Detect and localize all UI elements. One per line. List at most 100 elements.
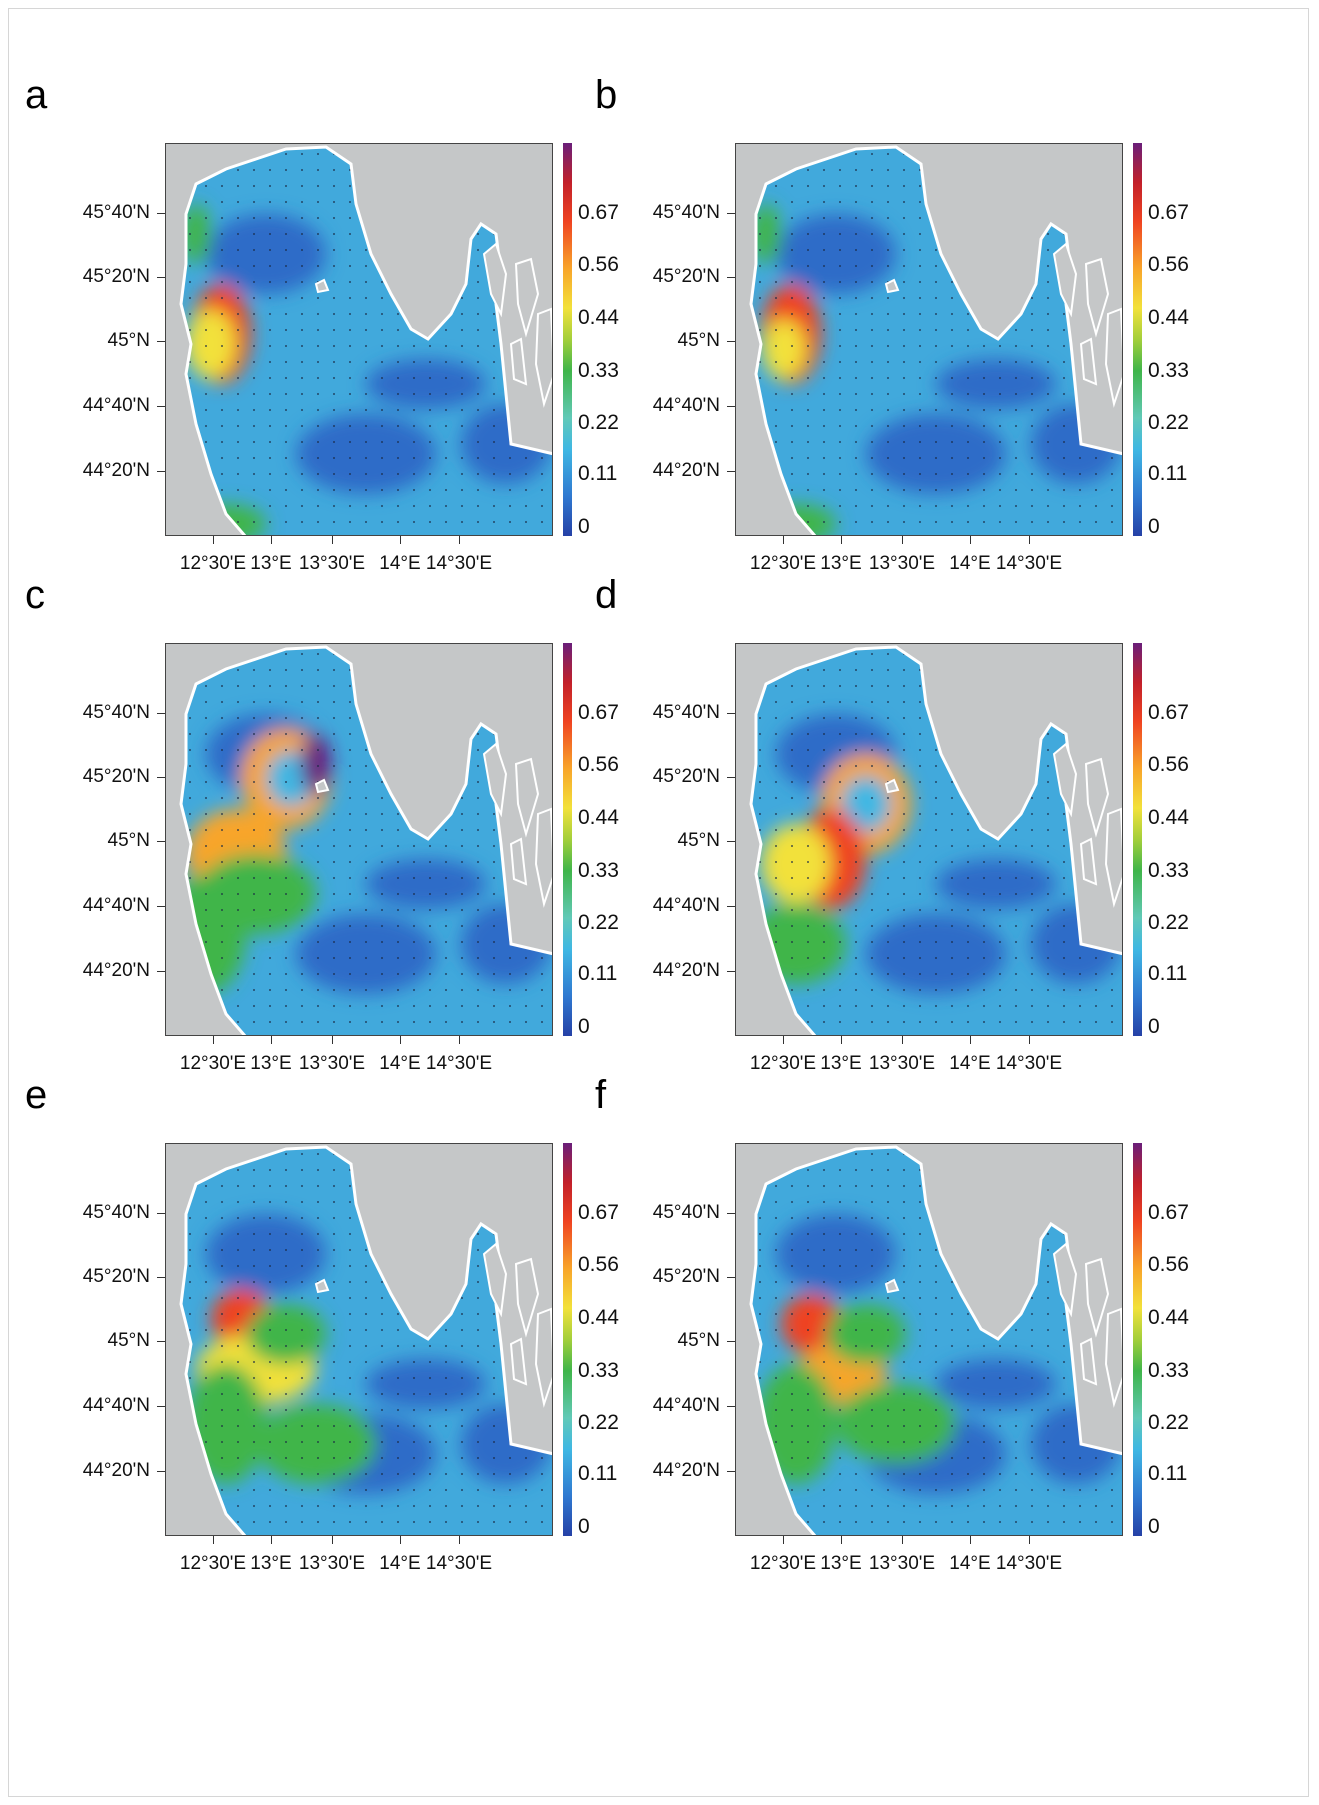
island: [534, 807, 552, 908]
latitude-label: 45°40'N: [652, 1202, 720, 1223]
panel-label: d: [595, 573, 618, 617]
longitude-label: 13°30'E: [298, 1053, 366, 1074]
longitude-label: 13°E: [250, 553, 292, 574]
current-speed-map: [165, 643, 553, 1036]
island: [482, 742, 508, 818]
longitude-tick: [841, 1036, 842, 1044]
map-canvas: [179, 1145, 552, 1535]
current-speed-map: [165, 1143, 553, 1536]
latitude-label: 44°40'N: [82, 395, 150, 416]
high-speed-zone: [756, 1364, 836, 1484]
low-speed-zone: [366, 859, 486, 909]
current-speed-map: [735, 643, 1123, 1036]
coastline: [179, 1145, 552, 1535]
colorbar-label: 0.44: [578, 806, 619, 829]
map-panel-a: a 45°40'N 45°20'N 45°N 44°40'N 44°20'N 12°30'E…: [25, 75, 625, 615]
latitude-label: 45°40'N: [82, 702, 150, 723]
longitude-label: 13°E: [820, 1053, 862, 1074]
island: [1104, 307, 1122, 408]
low-speed-zone: [461, 404, 551, 484]
latitude-label: 45°40'N: [82, 202, 150, 223]
longitude-tick: [213, 1036, 214, 1044]
latitude-label: 45°20'N: [82, 266, 150, 287]
coastline: [179, 645, 552, 1035]
colorbar-label: 0.67: [578, 701, 619, 724]
colorbar-label: 0.11: [1148, 462, 1188, 485]
longitude-label: 14°30'E: [425, 1553, 493, 1574]
colorbar-label: 0.44: [1148, 306, 1189, 329]
low-speed-zone: [366, 359, 486, 409]
longitude-tick: [1029, 1036, 1030, 1044]
longitude-label: 14°30'E: [995, 1053, 1063, 1074]
colorbar-label: 0.22: [578, 411, 619, 434]
low-speed-zone: [206, 214, 326, 294]
panel-label: a: [25, 73, 48, 117]
low-speed-zone: [206, 1214, 326, 1294]
low-speed-zone: [866, 414, 1006, 494]
longitude-label: 12°30'E: [749, 1553, 817, 1574]
colorbar: [563, 143, 572, 536]
latitude-label: 44°40'N: [82, 895, 150, 916]
latitude-tick: [727, 1341, 735, 1342]
latitude-tick: [157, 1341, 165, 1342]
latitude-label: 45°20'N: [652, 1266, 720, 1287]
latitude-label: 45°N: [677, 830, 720, 851]
colorbar-label: 0.56: [1148, 753, 1189, 776]
island: [1052, 242, 1078, 318]
map-panel-c: c 45°40'N 45°20'N 45°N 44°40'N 44°20'N 12°30'E…: [25, 575, 625, 1115]
low-speed-zone: [936, 359, 1056, 409]
panel-label: f: [595, 1073, 607, 1117]
longitude-tick: [902, 1036, 903, 1044]
colorbar-label: 0.44: [1148, 806, 1189, 829]
low-speed-zone: [936, 1359, 1056, 1409]
longitude-label: 12°30'E: [749, 1053, 817, 1074]
high-speed-zone: [181, 204, 211, 264]
low-speed-zone: [1031, 904, 1121, 984]
longitude-tick: [783, 1536, 784, 1544]
colorbar-label: 0.33: [578, 859, 619, 882]
latitude-label: 45°N: [107, 330, 150, 351]
colorbar-label: 0.22: [578, 911, 619, 934]
longitude-tick: [459, 1536, 460, 1544]
island: [1052, 742, 1078, 818]
latitude-tick: [727, 341, 735, 342]
latitude-tick: [727, 777, 735, 778]
latitude-label: 44°40'N: [652, 895, 720, 916]
colorbar-label: 0.67: [1148, 201, 1189, 224]
longitude-label: 14°30'E: [425, 553, 493, 574]
colorbar-label: 0.56: [578, 253, 619, 276]
colorbar: [1133, 143, 1142, 536]
colorbar-label: 0.11: [1148, 1462, 1188, 1485]
longitude-tick: [970, 1536, 971, 1544]
island: [1084, 257, 1110, 338]
colorbar-label: 0.67: [1148, 1201, 1189, 1224]
island: [314, 778, 330, 794]
longitude-tick: [332, 1036, 333, 1044]
map-panel-e: e 45°40'N 45°20'N 45°N 44°40'N 44°20'N 12°30'E…: [25, 1075, 625, 1615]
longitude-label: 14°30'E: [995, 553, 1063, 574]
colorbar-label: 0: [578, 1015, 590, 1038]
map-canvas: [749, 645, 1122, 1035]
longitude-tick: [400, 1536, 401, 1544]
colorbar-label: 0: [1148, 1515, 1160, 1538]
latitude-tick: [727, 1471, 735, 1472]
longitude-tick: [271, 536, 272, 544]
high-speed-zone: [246, 1304, 326, 1364]
colorbar-label: 0.22: [1148, 1411, 1189, 1434]
longitude-tick: [271, 1536, 272, 1544]
colorbar-label: 0.67: [1148, 701, 1189, 724]
latitude-label: 44°20'N: [82, 960, 150, 981]
colorbar-label: 0.56: [1148, 253, 1189, 276]
latitude-label: 44°20'N: [82, 1460, 150, 1481]
island: [509, 1337, 528, 1386]
high-speed-zone: [186, 1364, 266, 1484]
map-panel-f: f 45°40'N 45°20'N 45°N 44°40'N 44°20'N 12°30'E…: [595, 1075, 1195, 1615]
panel-label: c: [25, 573, 45, 617]
panel-label: e: [25, 1073, 48, 1117]
latitude-tick: [157, 406, 165, 407]
low-speed-zone: [461, 904, 551, 984]
latitude-label: 44°40'N: [652, 1395, 720, 1416]
latitude-tick: [727, 406, 735, 407]
coastline: [179, 145, 552, 535]
colorbar: [563, 643, 572, 1036]
